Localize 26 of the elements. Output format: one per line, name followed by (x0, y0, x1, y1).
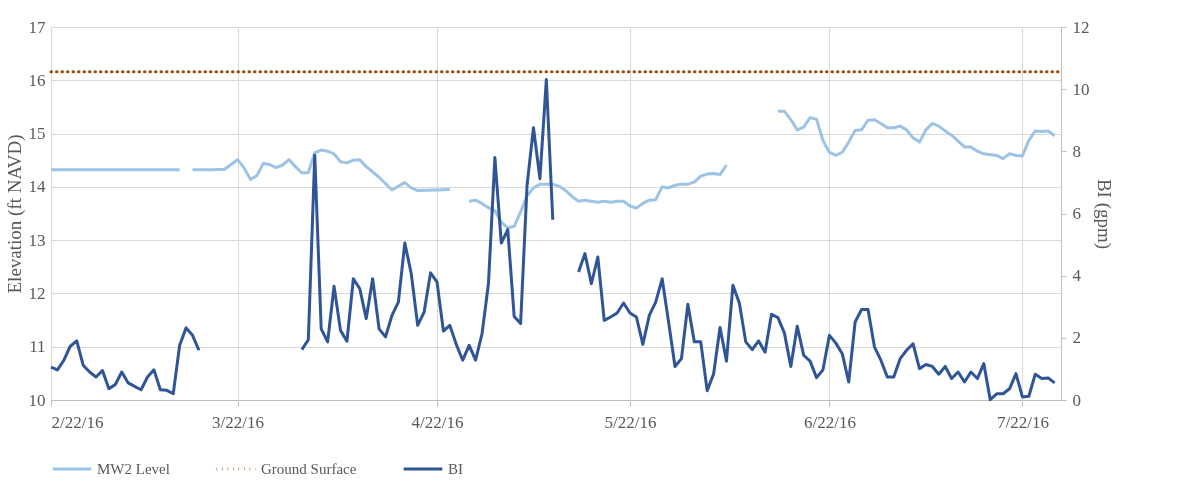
x-tick-label: 4/22/16 (411, 412, 464, 432)
y2-tick-label: 12 (1072, 17, 1090, 37)
legend-label: Ground Surface (261, 461, 357, 477)
y-tick-label: 13 (28, 230, 46, 250)
y2-tick-label: 10 (1072, 79, 1090, 99)
y-tick-label: 15 (28, 124, 46, 144)
y-tick-label: 11 (29, 337, 46, 357)
y-tick-label: 17 (28, 17, 46, 37)
y2-tick-label: 4 (1072, 266, 1082, 286)
y-tick-label: 12 (28, 283, 46, 303)
y2-tick-label: 0 (1072, 390, 1081, 410)
y2-axis-title: BI (gpm) (1092, 178, 1115, 250)
x-tick-label: 5/22/16 (604, 412, 657, 432)
y-tick-label: 16 (28, 70, 46, 90)
y-tick-label: 10 (28, 390, 46, 410)
legend-label: BI (448, 461, 463, 477)
x-tick-label: 3/22/16 (212, 412, 265, 432)
y2-tick-label: 2 (1072, 328, 1081, 348)
y-axis-title: Elevation (ft NAVD) (3, 134, 26, 294)
x-tick-label: 6/22/16 (803, 412, 856, 432)
x-tick-label: 7/22/16 (996, 412, 1049, 432)
x-tick-label: 2/22/16 (51, 412, 104, 432)
legend-label: MW2 Level (97, 461, 170, 477)
y-tick-label: 14 (28, 177, 46, 197)
y2-tick-label: 8 (1072, 141, 1081, 161)
y2-tick-label: 6 (1072, 204, 1081, 223)
